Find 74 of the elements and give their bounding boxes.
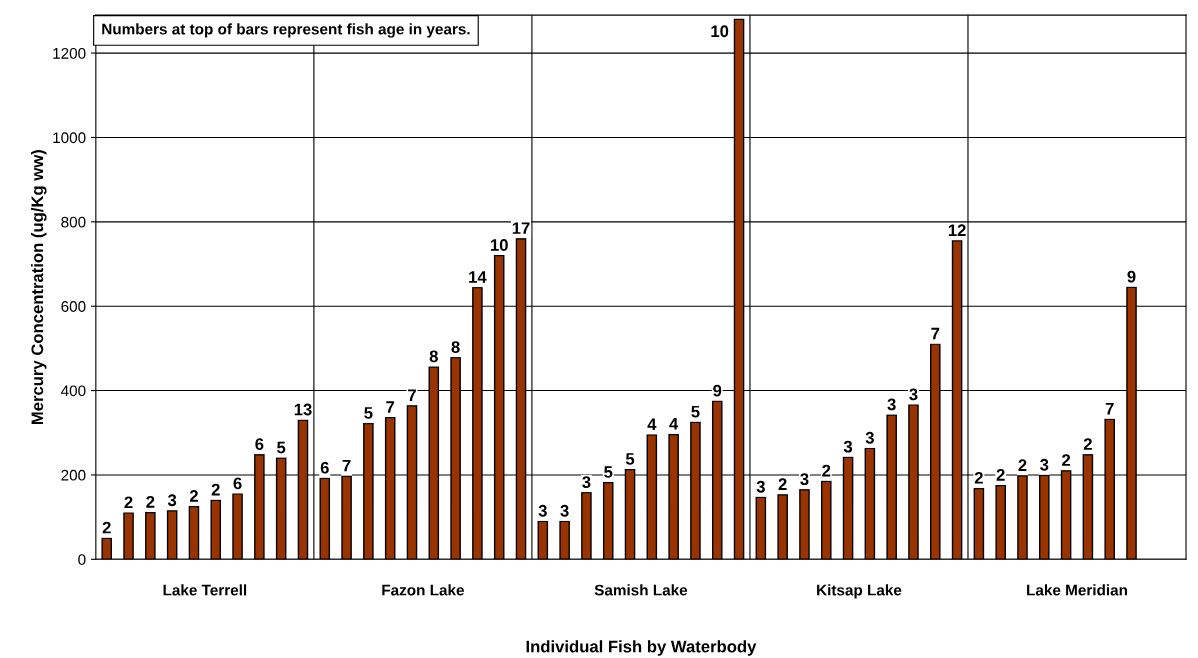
bar — [101, 537, 113, 560]
annotation: 2 — [974, 471, 983, 484]
y-tick-label: 1000 — [53, 132, 86, 144]
x-tick-label: Samish Lake — [594, 584, 688, 596]
annotation: 4 — [647, 418, 657, 431]
annotation: 2 — [189, 490, 198, 502]
annotation: 2 — [996, 468, 1005, 481]
annotation: 12 — [948, 224, 966, 236]
annotation: 17 — [512, 222, 530, 234]
bar — [145, 511, 156, 560]
annotation: 2 — [1018, 459, 1027, 471]
annotation: 3 — [1040, 458, 1049, 471]
annotation: 3 — [167, 494, 177, 507]
annotation: 4 — [669, 418, 679, 430]
annotation: 5 — [625, 453, 635, 465]
annotation: 10 — [711, 25, 729, 38]
y-tick-label: 600 — [61, 301, 86, 312]
annotation: 2 — [211, 483, 220, 496]
annotation: 8 — [429, 350, 438, 363]
annotation: 5 — [277, 441, 286, 454]
annotation: 6 — [233, 477, 242, 490]
annotation: 5 — [364, 407, 373, 419]
bar — [341, 475, 352, 560]
x-tick-label: Kitsap Lake — [817, 584, 902, 599]
annotation: 13 — [294, 403, 312, 416]
annotation: 3 — [560, 504, 569, 517]
bar — [210, 499, 222, 560]
annotation: 3 — [865, 431, 874, 444]
annotation: 2 — [124, 496, 133, 509]
bar — [755, 496, 767, 560]
x-tick-label: Lake Meridian — [1027, 584, 1127, 596]
annotation: 9 — [1127, 270, 1136, 283]
annotation: 2 — [822, 464, 831, 477]
annotation: 3 — [887, 398, 896, 411]
annotation: 2 — [1062, 454, 1071, 466]
x-tick-label: Lake Terrell — [163, 584, 247, 596]
annotation: 2 — [778, 478, 787, 490]
annotation: 3 — [538, 504, 547, 517]
annotation: 9 — [713, 384, 722, 397]
annotation: 3 — [756, 480, 765, 493]
bar — [559, 520, 570, 560]
annotation: Numbers at top of bars represent fish age in years. — [102, 23, 470, 38]
annotation: 5 — [604, 466, 613, 478]
annotation: 2 — [1083, 438, 1092, 450]
annotation: 10 — [490, 239, 508, 251]
annotation: 14 — [469, 271, 487, 283]
bar — [123, 512, 134, 560]
y-tick-label: 400 — [60, 385, 86, 397]
y-tick-label: 1200 — [53, 47, 86, 59]
annotation: 3 — [909, 388, 918, 401]
annotation: 7 — [386, 401, 395, 413]
annotation: 7 — [408, 389, 416, 401]
y-tick-label: 800 — [61, 216, 86, 228]
annotation: 3 — [800, 473, 809, 486]
y-tick-label: 0 — [78, 554, 86, 565]
annotation: 6 — [255, 438, 264, 450]
annotation: 8 — [451, 341, 460, 353]
y-tick-label: 200 — [61, 469, 86, 481]
bar — [232, 493, 243, 560]
annotation: 7 — [1105, 402, 1114, 415]
x-axis-title: Individual Fish by Waterbody — [526, 640, 757, 656]
annotation: 3 — [843, 440, 853, 453]
bar — [166, 510, 178, 560]
annotation: 6 — [320, 461, 329, 474]
x-tick-label: Fazon Lake — [382, 584, 464, 596]
annotation: 2 — [146, 495, 155, 508]
annotation: 7 — [342, 459, 351, 472]
bar — [537, 520, 549, 560]
annotation: 2 — [102, 521, 111, 534]
annotation: 7 — [931, 327, 940, 340]
y-axis-title: Mercury Concentration (ug/Kg ww) — [30, 150, 47, 425]
bar — [777, 494, 788, 560]
annotation: 5 — [691, 405, 700, 418]
annotation: 3 — [582, 476, 591, 488]
